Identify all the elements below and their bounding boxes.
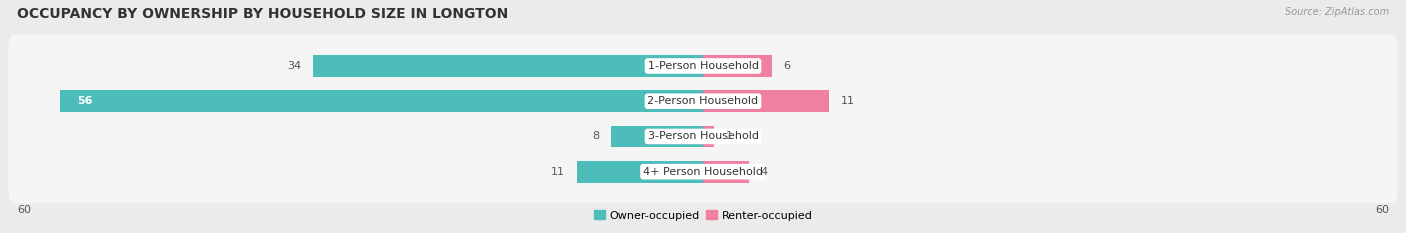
Bar: [703, 126, 714, 147]
Bar: [612, 126, 703, 147]
Bar: [703, 90, 830, 112]
Text: OCCUPANCY BY OWNERSHIP BY HOUSEHOLD SIZE IN LONGTON: OCCUPANCY BY OWNERSHIP BY HOUSEHOLD SIZE…: [17, 7, 508, 21]
Text: 4: 4: [761, 167, 768, 177]
FancyBboxPatch shape: [8, 105, 1398, 168]
Legend: Owner-occupied, Renter-occupied: Owner-occupied, Renter-occupied: [589, 206, 817, 225]
Text: 6: 6: [783, 61, 790, 71]
Text: 2-Person Household: 2-Person Household: [647, 96, 759, 106]
Bar: [703, 161, 749, 183]
Bar: [312, 55, 703, 77]
Text: 1: 1: [725, 131, 733, 141]
FancyBboxPatch shape: [8, 34, 1398, 98]
Text: 56: 56: [77, 96, 93, 106]
Text: 8: 8: [592, 131, 599, 141]
Bar: [703, 55, 772, 77]
FancyBboxPatch shape: [8, 140, 1398, 203]
Text: 4+ Person Household: 4+ Person Household: [643, 167, 763, 177]
Text: 11: 11: [841, 96, 855, 106]
FancyBboxPatch shape: [8, 69, 1398, 133]
Bar: [576, 161, 703, 183]
Text: 3-Person Household: 3-Person Household: [648, 131, 758, 141]
Text: 34: 34: [287, 61, 301, 71]
Bar: [60, 90, 703, 112]
Text: Source: ZipAtlas.com: Source: ZipAtlas.com: [1285, 7, 1389, 17]
Text: 1-Person Household: 1-Person Household: [648, 61, 758, 71]
Text: 11: 11: [551, 167, 565, 177]
Text: 60: 60: [1375, 205, 1389, 215]
Text: 60: 60: [17, 205, 31, 215]
